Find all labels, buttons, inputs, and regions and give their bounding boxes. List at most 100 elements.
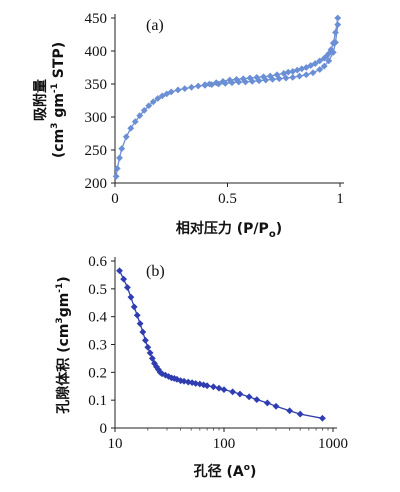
chart-b-data-point — [120, 275, 128, 283]
chart-a-data-point — [282, 74, 290, 82]
chart-a-data-point — [149, 98, 157, 106]
chart-b-data-point — [263, 399, 271, 407]
chart-b-data-point — [170, 375, 178, 382]
chart-b-data-point — [319, 414, 326, 422]
chart-b-data-point — [116, 267, 123, 275]
chart-a-ytick-label: 300 — [85, 110, 108, 126]
chart-a-data-point — [334, 14, 342, 22]
chart-a-data-point — [219, 77, 227, 85]
chart-a-data-point — [163, 90, 171, 98]
chart-a-data-point — [118, 145, 126, 153]
chart-a-data-point — [284, 68, 292, 76]
chart-b-data-point — [245, 393, 253, 401]
chart-b-data-point — [220, 386, 228, 393]
chart-a-data-point — [293, 66, 301, 74]
chart-b-ytick-label: 0.1 — [88, 393, 107, 409]
chart-b-data-point — [272, 402, 280, 410]
chart-b-data-point — [200, 381, 208, 389]
chart-a-data-point — [311, 60, 319, 67]
chart-a-data-point — [334, 21, 342, 28]
chart-a-data-point — [325, 57, 333, 65]
chart-b-data-point — [153, 363, 160, 371]
chart-a-data-point — [275, 75, 283, 83]
chart-b-ytick-label: 0.3 — [88, 338, 107, 354]
chart-a-data-point — [266, 72, 274, 80]
chart-a-data-point — [127, 124, 135, 132]
chart-b-xtick-label: 1000 — [318, 436, 348, 452]
chart-a-data-point — [145, 102, 153, 110]
chart-a-data-point — [167, 88, 175, 96]
chart-a-ytick-label: 350 — [85, 77, 108, 93]
chart-b-data-point — [154, 366, 162, 373]
chart-a-data-point — [332, 29, 339, 36]
chart-b-ytick-label: 0 — [100, 421, 108, 437]
svg-text:孔隙体积 (cm3gm-1): 孔隙体积 (cm3gm-1) — [55, 276, 72, 413]
chart-b-data-point — [146, 349, 154, 357]
chart-a-data-point — [298, 65, 306, 73]
chart-b-ytick-label: 0.6 — [88, 254, 107, 270]
chart-a-data-point — [329, 48, 337, 56]
chart-a-data-point — [206, 80, 213, 88]
chart-a-data-point — [154, 95, 162, 102]
chart-b-data-point — [136, 320, 144, 328]
chart-a-data-point — [289, 74, 297, 81]
chart-a-series-0-line — [115, 24, 339, 177]
chart-a-data-point — [260, 73, 267, 81]
chart-a-data-point — [246, 74, 254, 82]
chart-a-data-point — [307, 62, 315, 69]
chart-a-data-point — [212, 79, 220, 87]
chart-a-data-point — [113, 165, 121, 172]
chart-a-data-point — [280, 70, 288, 77]
chart-a-data-point — [327, 46, 335, 54]
chart-a-xtick-label: 1 — [336, 191, 344, 207]
chart-a-data-point — [289, 68, 297, 75]
chart-a-data-point — [325, 50, 333, 58]
chart-a-data-point — [309, 69, 317, 77]
chart-b-ylabel: 孔隙体积 (cm3gm-1) — [55, 276, 72, 413]
chart-b-data-point — [144, 343, 152, 351]
chart-b-ytick-label: 0.4 — [88, 310, 107, 326]
chart-a-data-point — [269, 75, 276, 83]
chart-a-data-point — [302, 64, 310, 71]
chart-b-xtick-label: 100 — [213, 436, 236, 452]
chart-b-data-point — [203, 382, 211, 390]
chart-b-data-point — [141, 336, 149, 344]
chart-a-data-point — [239, 75, 247, 83]
chart-b-data-point — [236, 390, 244, 398]
chart-a-data-point — [320, 54, 328, 62]
chart-a-ytick-label: 200 — [85, 176, 108, 192]
chart-b-data-point — [139, 328, 147, 336]
chart-b-series-0-line — [118, 270, 323, 419]
chart-a-data-point — [302, 71, 310, 79]
chart-b-xtick-label: 10 — [108, 436, 123, 452]
chart-b-panel-label: (b) — [146, 263, 165, 280]
chart-b-data-point — [229, 388, 237, 396]
chart-b-data-point — [127, 293, 135, 301]
chart-a-data-point — [296, 72, 303, 80]
chart-a-data-point — [273, 71, 281, 79]
chart-a-data-point — [194, 82, 202, 90]
chart-b-ytick-label: 0.2 — [88, 365, 107, 381]
chart-a: 200 250 300 350 400 450 0 0.5 1 (a) 相对压力 (P/Po)… — [32, 11, 344, 240]
chart-b-xlabel: 孔径 (Ao) — [194, 463, 257, 480]
chart-a-data-point — [131, 118, 139, 126]
chart-a-data-point — [136, 112, 144, 120]
chart-a-data-point — [262, 76, 270, 84]
chart-a-data-point — [329, 39, 337, 47]
chart-a-data-point — [228, 79, 236, 87]
chart-a-data-point — [226, 76, 234, 84]
chart-b-data-point — [192, 380, 200, 387]
svg-text:(cm3 gm-1 STP): (cm3 gm-1 STP) — [50, 42, 67, 158]
chart-a-panel-label: (a) — [146, 17, 164, 34]
chart-a-xtick-label: 0.5 — [218, 191, 237, 207]
chart-a-data-point — [233, 75, 240, 83]
chart-b-data-point — [130, 303, 138, 311]
chart-a-data-point — [122, 133, 130, 141]
chart-b-data-point — [215, 384, 223, 392]
chart-a-data-point — [116, 154, 123, 162]
chart-a-xlabel: 相对压力 (P/Po) — [176, 220, 282, 240]
chart-b-data-point — [210, 383, 217, 391]
chart-b-data-point — [133, 311, 141, 319]
chart-a-data-point — [140, 107, 148, 114]
